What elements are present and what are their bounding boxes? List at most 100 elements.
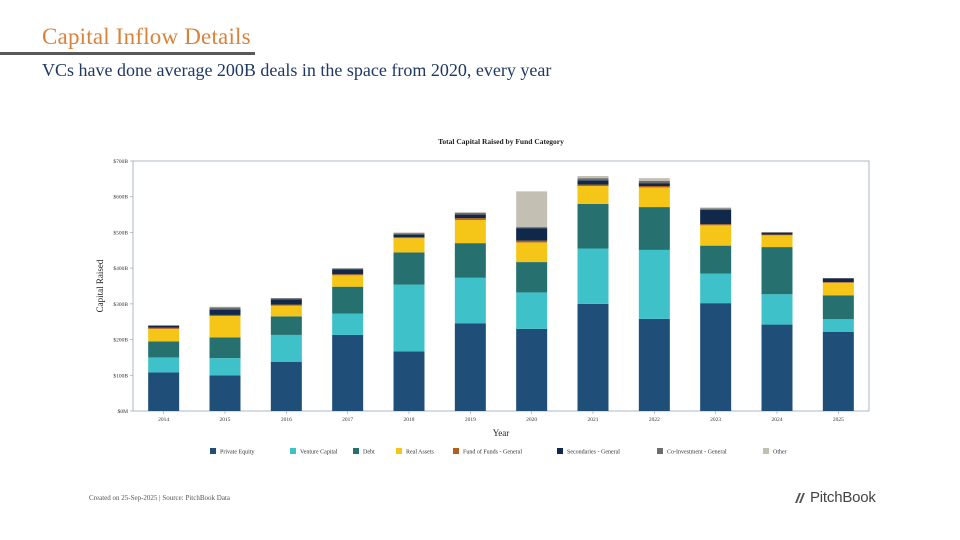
bar-segment-2021-4 <box>577 184 609 186</box>
bar-segment-2025-0 <box>822 331 854 411</box>
bar-segment-2019-4 <box>454 218 486 220</box>
legend-label: Venture Capital <box>300 450 338 456</box>
y-tick-label: $500B <box>113 229 128 236</box>
legend-label: Other <box>773 450 787 456</box>
x-tick-label: 2025 <box>833 417 844 423</box>
bar-segment-2019-0 <box>454 323 486 411</box>
x-tick-label: 2023 <box>710 417 721 423</box>
legend-label: Debt <box>363 450 375 456</box>
y-axis-label: Capital Raised <box>95 259 105 312</box>
y-tick-label: $400B <box>113 265 128 272</box>
slide-title: Capital Inflow Details <box>42 24 251 49</box>
bar-segment-2018-2 <box>393 252 425 285</box>
plot-frame <box>132 160 870 412</box>
bar-segment-2018-7 <box>393 232 425 234</box>
bar-segment-2020-2 <box>516 262 548 293</box>
bar-segment-2015-2 <box>209 337 241 359</box>
bar-segment-2022-4 <box>638 186 670 188</box>
bar-segment-2022-2 <box>638 207 670 250</box>
bar-segment-2019-1 <box>454 277 486 324</box>
bar-segment-2018-4 <box>393 237 425 239</box>
bar-segment-2018-3 <box>393 238 425 253</box>
x-tick-label: 2016 <box>281 417 292 423</box>
legend-swatch <box>453 448 459 454</box>
legend-swatch <box>353 448 359 454</box>
legend-label: Private Equity <box>220 450 255 456</box>
chart-title: Total Capital Raised by Fund Category <box>438 137 564 146</box>
legend: Private Equity Venture Capital Debt Real As… <box>210 448 787 456</box>
legend-swatch <box>396 448 402 454</box>
bar-segment-2020-4 <box>516 240 548 243</box>
x-tick-label: 2017 <box>342 417 353 423</box>
bar-segment-2024-6 <box>761 232 793 233</box>
legend-label: Fund of Funds - General <box>463 449 522 456</box>
plot-area: $0M $100B $200B $300B $400B $500B $600B $700B 20… <box>113 158 870 423</box>
bar-segment-2020-7 <box>516 191 548 228</box>
bar-segment-2021-6 <box>577 178 609 181</box>
bar-segment-2017-3 <box>332 275 364 287</box>
bar-segment-2020-3 <box>516 242 548 263</box>
x-tick-label: 2021 <box>588 417 599 423</box>
bar-segment-2019-6 <box>454 212 486 215</box>
bar-segment-2014-1 <box>148 357 180 373</box>
bar-segment-2016-3 <box>270 305 302 317</box>
bar-segment-2019-5 <box>454 214 486 219</box>
bar-segment-2017-4 <box>332 274 364 276</box>
bar-segment-2021-7 <box>577 176 609 179</box>
y-tick-label: $100B <box>113 372 128 379</box>
bar-segment-2019-3 <box>454 219 486 244</box>
bar-segment-2015-0 <box>209 375 241 411</box>
bar-segment-2023-2 <box>700 245 732 274</box>
bar-segment-2024-0 <box>761 324 793 411</box>
bar-segment-2017-2 <box>332 286 364 314</box>
bar-segment-2018-6 <box>393 233 425 235</box>
bar-segment-2023-0 <box>700 303 732 411</box>
bar-segment-2016-1 <box>270 334 302 362</box>
legend-label: Real Assets <box>406 450 434 456</box>
bar-segment-2021-1 <box>577 248 609 304</box>
bar-segment-2015-7 <box>209 306 241 308</box>
bar-segment-2020-1 <box>516 292 548 329</box>
bar-segment-2016-2 <box>270 316 302 335</box>
legend-swatch <box>290 448 296 454</box>
bar-segment-2018-5 <box>393 234 425 238</box>
bar-segment-2021-0 <box>577 303 609 411</box>
bar-segment-2019-2 <box>454 243 486 278</box>
slide-subtitle: VCs have done average 200B deals in the … <box>42 60 552 80</box>
bar-segment-2021-2 <box>577 203 609 249</box>
bar-segment-2014-6 <box>148 325 180 326</box>
legend-swatch <box>657 448 663 454</box>
legend-label: Co-Investment - General <box>667 450 727 456</box>
x-tick-label: 2020 <box>526 417 537 423</box>
bar-segment-2021-3 <box>577 186 609 204</box>
bar-segment-2016-4 <box>270 304 302 306</box>
bar-segment-2018-1 <box>393 284 425 352</box>
bar-segment-2016-6 <box>270 298 302 300</box>
brand-logo: PitchBook <box>793 489 876 506</box>
bar-segment-2017-1 <box>332 313 364 335</box>
bar-segment-2016-0 <box>270 361 302 411</box>
bar-segment-2024-1 <box>761 294 793 325</box>
bar-segment-2025-2 <box>822 295 854 320</box>
bar-segment-2017-6 <box>332 268 364 270</box>
bar-segment-2023-7 <box>700 207 732 209</box>
bar-segment-2025-5 <box>822 278 854 283</box>
legend-swatch <box>210 448 216 454</box>
y-tick-label: $200B <box>113 337 128 344</box>
y-tick-label: $700B <box>113 158 128 165</box>
bar-segment-2014-2 <box>148 341 180 358</box>
bar-segment-2021-5 <box>577 180 609 185</box>
y-tick-label: $300B <box>113 301 128 308</box>
legend-label: Secondaries - General <box>567 450 620 456</box>
bar-segment-2014-4 <box>148 327 180 329</box>
bar-segment-2024-2 <box>761 247 793 295</box>
bar-segment-2022-0 <box>638 318 670 411</box>
bar-segment-2025-4 <box>822 282 854 283</box>
legend-swatch <box>763 448 769 454</box>
bar-segment-2022-1 <box>638 249 670 319</box>
bar-segment-2023-1 <box>700 273 732 304</box>
bar-segment-2019-7 <box>454 212 486 213</box>
bar-segment-2017-5 <box>332 269 364 275</box>
bar-segment-2022-7 <box>638 178 670 181</box>
bar-segment-2023-3 <box>700 225 732 246</box>
